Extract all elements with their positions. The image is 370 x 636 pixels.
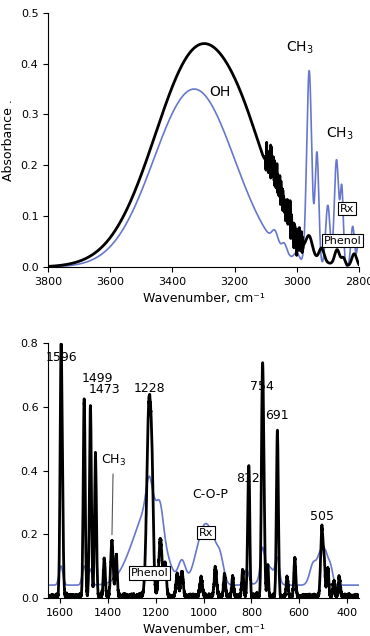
Text: 1473: 1473	[89, 383, 120, 396]
Text: 505: 505	[310, 510, 334, 523]
Text: Phenol: Phenol	[323, 236, 361, 245]
Text: 812: 812	[236, 472, 260, 485]
Y-axis label: Absorbance .: Absorbance .	[2, 99, 15, 181]
Text: Rx: Rx	[199, 528, 213, 537]
Text: 754: 754	[250, 380, 274, 392]
Text: CH$_3$: CH$_3$	[101, 453, 126, 535]
X-axis label: Wavenumber, cm⁻¹: Wavenumber, cm⁻¹	[142, 623, 265, 636]
Text: 1596: 1596	[45, 351, 77, 364]
Text: 1228: 1228	[133, 382, 165, 395]
Text: Rx: Rx	[340, 204, 354, 214]
Text: Phenol: Phenol	[131, 568, 169, 578]
Text: 1499: 1499	[81, 372, 113, 385]
X-axis label: Wavenumber, cm⁻¹: Wavenumber, cm⁻¹	[142, 293, 265, 305]
Text: 691: 691	[266, 410, 289, 422]
Text: OH: OH	[210, 85, 231, 99]
Text: CH$_3$: CH$_3$	[286, 39, 314, 56]
Text: CH$_3$: CH$_3$	[326, 126, 353, 142]
Text: C-O-P: C-O-P	[192, 488, 228, 501]
